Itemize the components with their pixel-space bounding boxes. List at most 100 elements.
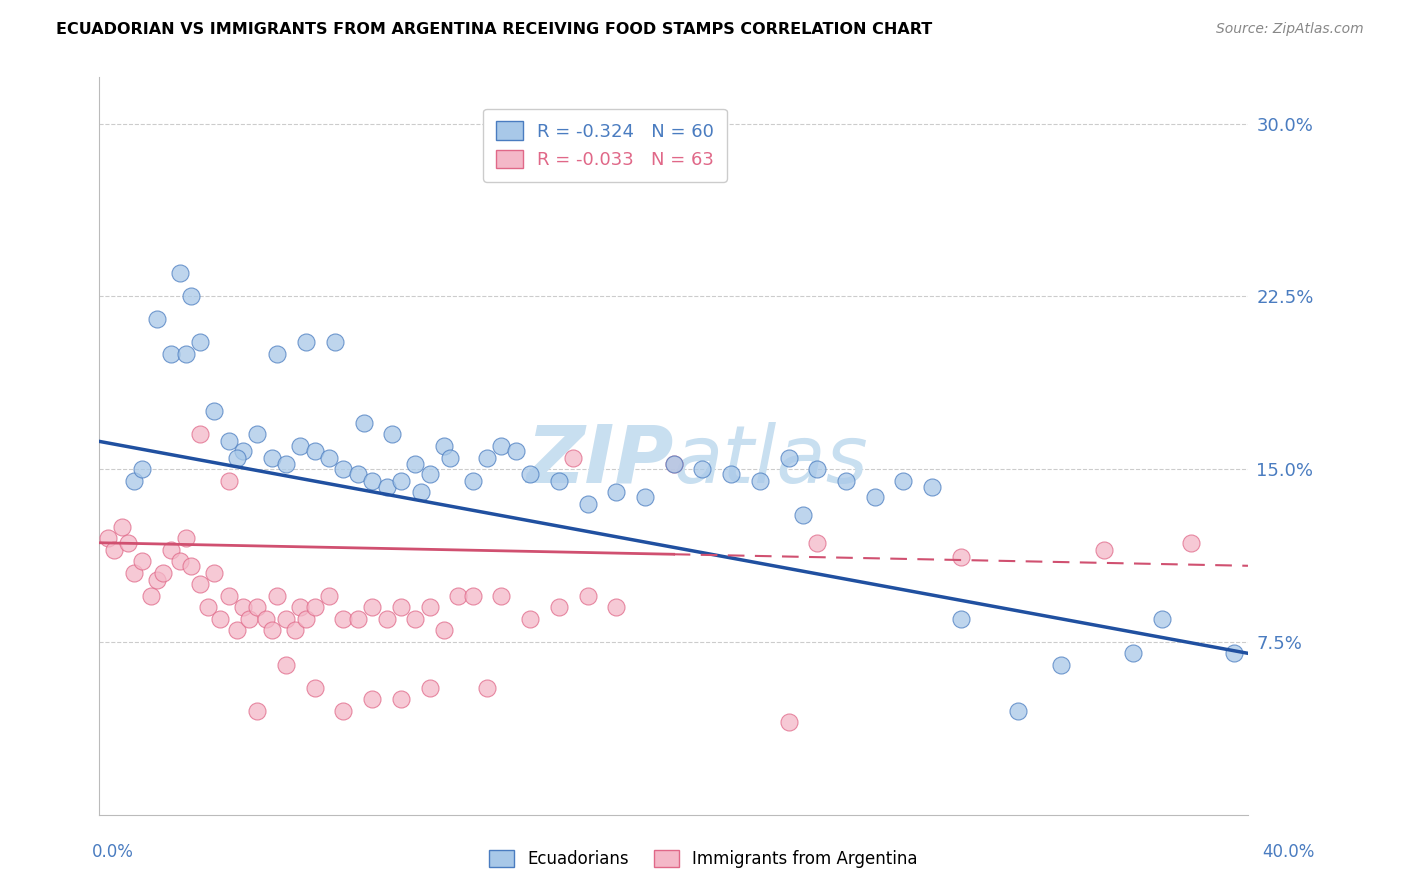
Point <box>519 467 541 481</box>
Point <box>332 704 354 718</box>
Point <box>197 600 219 615</box>
Point <box>461 474 484 488</box>
Text: 40.0%: 40.0% <box>1263 843 1315 861</box>
Point <box>332 612 354 626</box>
Point <box>274 458 297 472</box>
Point <box>188 335 211 350</box>
Point <box>433 624 456 638</box>
Point <box>389 474 412 488</box>
Point <box>295 335 318 350</box>
Point <box>226 450 249 465</box>
Point <box>232 600 254 615</box>
Point <box>1092 542 1115 557</box>
Point <box>491 439 513 453</box>
Point <box>692 462 714 476</box>
Point <box>160 347 183 361</box>
Point <box>519 612 541 626</box>
Point <box>547 600 569 615</box>
Point <box>232 443 254 458</box>
Point <box>576 497 599 511</box>
Point <box>304 443 326 458</box>
Point <box>146 573 169 587</box>
Point <box>433 439 456 453</box>
Point <box>346 467 368 481</box>
Point <box>290 600 312 615</box>
Point <box>246 704 269 718</box>
Point <box>720 467 742 481</box>
Point <box>404 612 426 626</box>
Point <box>419 600 441 615</box>
Point <box>238 612 260 626</box>
Point <box>409 485 432 500</box>
Point <box>439 450 461 465</box>
Point <box>266 589 288 603</box>
Point <box>1222 646 1244 660</box>
Point <box>806 462 828 476</box>
Point <box>246 427 269 442</box>
Point <box>260 450 283 465</box>
Point <box>361 474 384 488</box>
Point <box>389 692 412 706</box>
Point <box>226 624 249 638</box>
Point <box>634 490 657 504</box>
Point <box>304 600 326 615</box>
Point <box>353 416 375 430</box>
Text: atlas: atlas <box>673 422 869 500</box>
Point <box>188 577 211 591</box>
Point <box>792 508 814 522</box>
Legend: R = -0.324   N = 60, R = -0.033   N = 63: R = -0.324 N = 60, R = -0.033 N = 63 <box>482 109 727 182</box>
Point <box>122 566 145 580</box>
Point <box>146 312 169 326</box>
Point <box>835 474 858 488</box>
Point <box>346 612 368 626</box>
Point <box>475 681 498 695</box>
Point <box>361 692 384 706</box>
Point <box>122 474 145 488</box>
Point <box>218 589 240 603</box>
Point <box>491 589 513 603</box>
Point <box>202 404 225 418</box>
Point <box>547 474 569 488</box>
Point <box>375 612 398 626</box>
Point <box>284 624 307 638</box>
Point <box>304 681 326 695</box>
Point <box>1050 657 1073 672</box>
Point <box>202 566 225 580</box>
Legend: Ecuadorians, Immigrants from Argentina: Ecuadorians, Immigrants from Argentina <box>482 843 924 875</box>
Point <box>218 434 240 449</box>
Point <box>748 474 770 488</box>
Point <box>208 612 231 626</box>
Text: ZIP: ZIP <box>526 422 673 500</box>
Point <box>174 347 197 361</box>
Point <box>1007 704 1029 718</box>
Point <box>254 612 277 626</box>
Point <box>180 289 202 303</box>
Point <box>949 612 972 626</box>
Point <box>662 458 685 472</box>
Point <box>576 589 599 603</box>
Point <box>295 612 318 626</box>
Point <box>505 443 527 458</box>
Point <box>152 566 174 580</box>
Point <box>404 458 426 472</box>
Point <box>375 480 398 494</box>
Point <box>389 600 412 615</box>
Point <box>160 542 183 557</box>
Point <box>131 554 153 568</box>
Point <box>131 462 153 476</box>
Point <box>576 116 599 130</box>
Text: 0.0%: 0.0% <box>91 843 134 861</box>
Point <box>266 347 288 361</box>
Point <box>893 474 915 488</box>
Point <box>332 462 354 476</box>
Point <box>274 657 297 672</box>
Point <box>778 450 800 465</box>
Point <box>562 450 585 465</box>
Point <box>475 450 498 465</box>
Text: ECUADORIAN VS IMMIGRANTS FROM ARGENTINA RECEIVING FOOD STAMPS CORRELATION CHART: ECUADORIAN VS IMMIGRANTS FROM ARGENTINA … <box>56 22 932 37</box>
Point <box>103 542 125 557</box>
Point <box>863 490 886 504</box>
Point <box>1180 535 1202 549</box>
Point <box>290 439 312 453</box>
Text: Source: ZipAtlas.com: Source: ZipAtlas.com <box>1216 22 1364 37</box>
